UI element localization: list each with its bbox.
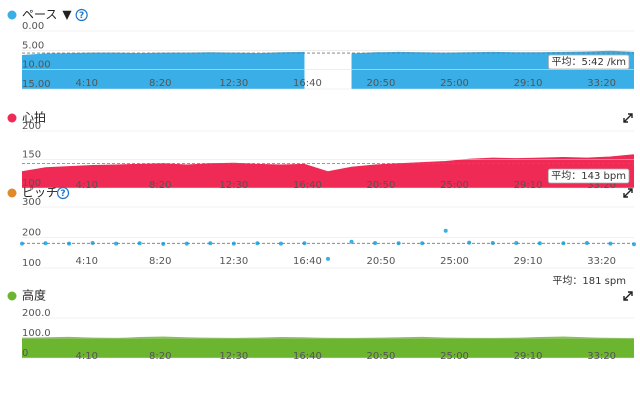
y-tick-label: 10.00 <box>22 60 51 71</box>
x-tick-label: 12:30 <box>219 180 248 191</box>
expand-icon[interactable] <box>623 113 633 123</box>
y-tick-label: 150 <box>22 150 41 161</box>
average-label: 平均：181 spm <box>552 275 626 287</box>
x-tick-label: 33:20 <box>587 78 616 89</box>
point <box>114 241 119 246</box>
area-fill <box>22 337 634 358</box>
help-icon[interactable] <box>75 8 88 22</box>
x-tick-label: 25:00 <box>440 180 469 191</box>
point <box>184 241 189 246</box>
x-tick-label: 8:20 <box>149 256 171 267</box>
point <box>43 241 48 246</box>
y-tick-label: 100 <box>22 178 41 189</box>
x-tick-label: 33:20 <box>587 351 616 362</box>
x-tick-label: 25:00 <box>440 256 469 267</box>
legend-dot <box>7 291 17 301</box>
x-tick-label: 29:10 <box>514 180 543 191</box>
average-badge: 平均：143 bpm <box>547 168 630 184</box>
point <box>632 242 636 247</box>
average-label: 平均：5:42 /km <box>551 56 626 68</box>
average-box <box>548 54 630 70</box>
x-tick-label: 29:10 <box>514 351 543 362</box>
y-tick-label: 200 <box>22 228 41 239</box>
y-tick-label: 0.00 <box>22 21 44 32</box>
area-fill <box>22 154 634 188</box>
x-tick-label: 20:50 <box>367 351 396 362</box>
area-fill <box>22 52 305 89</box>
y-tick-label: 100 <box>22 258 41 269</box>
x-tick-label: 33:20 <box>587 180 616 191</box>
expand-icon[interactable] <box>623 291 633 301</box>
y-tick-label: 200 <box>22 121 41 132</box>
x-tick-label: 16:40 <box>293 256 322 267</box>
x-tick-label: 16:40 <box>293 180 322 191</box>
x-tick-label: 4:10 <box>75 78 97 89</box>
x-tick-label: 8:20 <box>149 78 171 89</box>
point <box>278 241 283 246</box>
point <box>208 241 213 246</box>
chart-title: 心拍 <box>22 110 46 125</box>
area-line <box>21 154 635 173</box>
point <box>443 228 448 233</box>
x-tick-label: 4:10 <box>75 351 97 362</box>
x-tick-label: 20:50 <box>367 256 396 267</box>
help-text: ? <box>60 189 65 199</box>
y-tick-label: 100.0 <box>22 328 51 339</box>
dropdown-arrow[interactable]: ▼ <box>62 8 72 22</box>
y-tick-label: 0 <box>22 348 28 359</box>
x-tick-label: 4:10 <box>75 180 97 191</box>
x-tick-label: 29:10 <box>514 256 543 267</box>
y-tick-label: 300 <box>22 197 41 208</box>
average-badge: 平均：181 spm <box>552 275 626 287</box>
x-tick-label: 12:30 <box>219 351 248 362</box>
x-tick-label: 29:10 <box>514 78 543 89</box>
x-tick-label: 20:50 <box>367 78 396 89</box>
x-tick-label: 25:00 <box>440 351 469 362</box>
x-tick-label: 33:20 <box>587 256 616 267</box>
legend-dot <box>7 188 17 198</box>
y-tick-label: 5.00 <box>22 40 44 51</box>
chart-title: ピッチ <box>22 186 58 200</box>
legend-dot <box>7 113 17 123</box>
x-tick-label: 12:30 <box>219 256 248 267</box>
point <box>349 239 354 244</box>
chart-title: 高度 <box>22 288 46 303</box>
chart-title: ペース <box>22 8 57 22</box>
help-icon[interactable] <box>56 186 70 200</box>
y-tick-label: 15.00 <box>22 79 51 90</box>
expand-icon[interactable] <box>623 188 633 198</box>
x-tick-label: 16:40 <box>293 351 322 362</box>
point <box>467 240 472 245</box>
average-label: 平均：143 bpm <box>551 170 626 182</box>
x-tick-label: 16:40 <box>293 78 322 89</box>
point <box>373 240 378 245</box>
x-tick-label: 8:20 <box>149 351 171 362</box>
point <box>608 241 613 246</box>
x-tick-label: 4:10 <box>75 256 97 267</box>
x-tick-label: 12:30 <box>219 78 248 89</box>
point <box>514 240 519 245</box>
x-tick-label: 25:00 <box>440 78 469 89</box>
point <box>326 256 330 261</box>
legend-dot <box>7 10 17 20</box>
average-badge: 平均：5:42 /km <box>548 54 630 70</box>
help-text: ? <box>79 11 84 21</box>
y-tick-label: 200.0 <box>22 308 51 319</box>
point <box>161 241 166 246</box>
average-box <box>547 168 630 184</box>
point <box>584 240 589 245</box>
x-tick-label: 8:20 <box>149 180 171 191</box>
x-tick-label: 20:50 <box>367 180 396 191</box>
